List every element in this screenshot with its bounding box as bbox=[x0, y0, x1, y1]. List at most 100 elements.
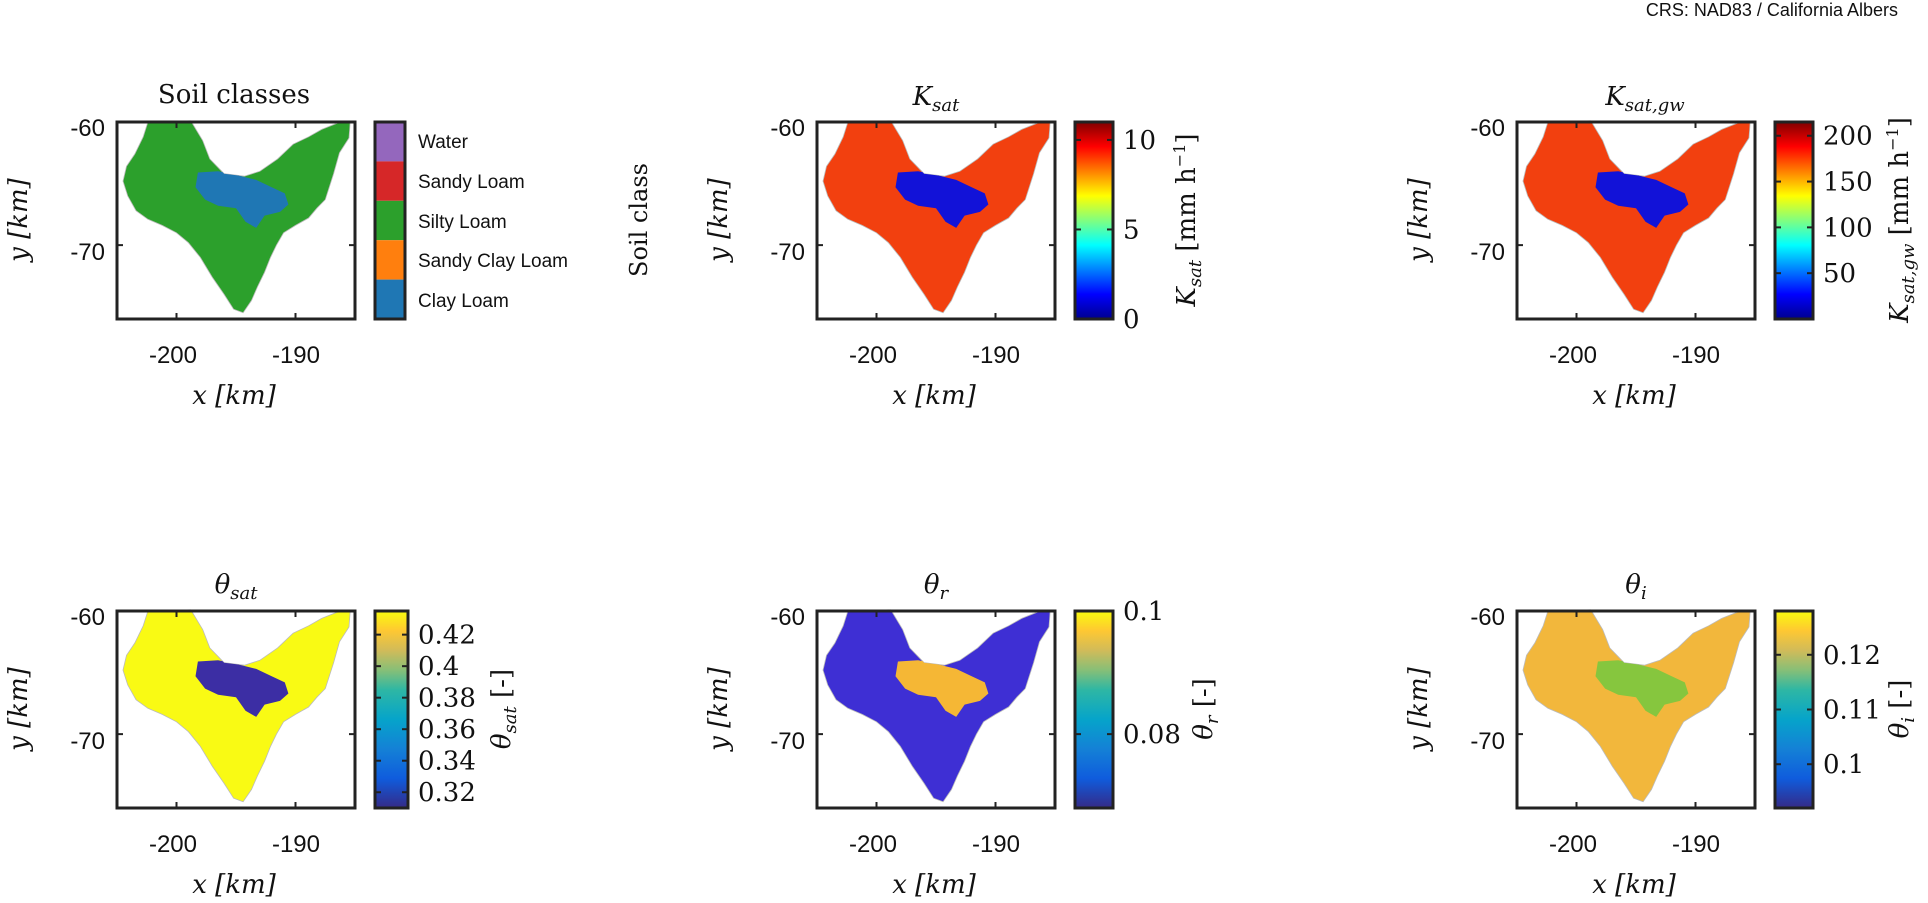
colorbar-label: Soil class bbox=[625, 163, 653, 277]
panel-ksat-gw: Ksat,gw -60 -70 -200 -190 x [km] y [km] … bbox=[1404, 82, 1919, 411]
xtick-label: -200 bbox=[1549, 342, 1597, 369]
catchment-fill bbox=[1522, 120, 1751, 314]
colorbar-swatch-sandy-clay-loam bbox=[375, 240, 405, 280]
axes-frame bbox=[815, 120, 1057, 321]
map-area bbox=[817, 120, 1055, 319]
colorbar-frame bbox=[373, 120, 407, 321]
ylabel: y [km] bbox=[1404, 177, 1434, 263]
ylabel: y [km] bbox=[704, 177, 734, 263]
colorbar-tick-label: 0.1 bbox=[1123, 597, 1164, 627]
central-patch bbox=[895, 660, 989, 717]
ylabel: y [km] bbox=[1404, 666, 1434, 752]
panel-title: θr bbox=[924, 570, 950, 604]
panel-ksat: Ksat -60 -70 -200 -190 x [km] y [km] 0 5 1… bbox=[704, 82, 1206, 411]
central-patch bbox=[195, 660, 289, 717]
ytick-label: -60 bbox=[1470, 604, 1505, 631]
colorbar-swatch-clay-loam bbox=[375, 279, 405, 319]
axes-frame bbox=[1515, 120, 1757, 321]
axes-frame bbox=[115, 609, 357, 810]
colorbar-tick-label: 0.11 bbox=[1823, 696, 1881, 726]
catchment-fill bbox=[822, 120, 1051, 314]
categorical-colorbar: Water Sandy Loam Silty Loam Sandy Clay L… bbox=[373, 120, 653, 321]
ytick-label: -70 bbox=[70, 239, 105, 266]
colorbar-frame bbox=[373, 609, 410, 810]
panel-title: θsat bbox=[215, 570, 259, 604]
ytick-label: -70 bbox=[1470, 239, 1505, 266]
xlabel: x [km] bbox=[1592, 870, 1676, 900]
colorbar-tick-label: 10 bbox=[1123, 126, 1156, 156]
colorbar-ticks: 50 100 150 200 bbox=[1775, 122, 1873, 289]
colorbar-tick-label: 0.12 bbox=[1823, 641, 1881, 671]
xlabel: x [km] bbox=[892, 381, 976, 411]
panel-soil-classes: Soil classes -60 -70 -200 -190 x [km] y … bbox=[4, 80, 653, 411]
colorbar-ticks: 0.320.340.360.380.40.42 bbox=[375, 621, 476, 808]
colorbar-label: θr [-] bbox=[1189, 678, 1223, 740]
xlabel: x [km] bbox=[192, 870, 276, 900]
colorbar-frame bbox=[1773, 120, 1815, 321]
panel-theta-r: θr -60 -70 -200 -190 x [km] y [km] 0.080… bbox=[704, 570, 1223, 900]
ylabel: y [km] bbox=[4, 177, 34, 263]
xtick-label: -190 bbox=[972, 342, 1020, 369]
colorbar-tick-label: 0.34 bbox=[418, 747, 476, 777]
catchment-fill bbox=[822, 609, 1051, 803]
panel-title: Soil classes bbox=[158, 80, 310, 110]
axes-frame bbox=[815, 609, 1057, 810]
colorbar-swatch-water bbox=[375, 122, 405, 162]
panel-title: Ksat bbox=[912, 82, 960, 116]
crs-label: CRS: NAD83 / California Albers bbox=[1645, 0, 1898, 20]
colorbar-label: θi [-] bbox=[1885, 680, 1919, 739]
continuous-colorbar: 0.1 0.11 0.12 θi [-] bbox=[1773, 609, 1919, 810]
colorbar-gradient bbox=[375, 611, 408, 808]
ytick-label: -60 bbox=[770, 604, 805, 631]
colorbar-tick-label: 0.36 bbox=[418, 715, 476, 745]
map-area bbox=[1517, 120, 1755, 319]
colorbar-tick-label: 100 bbox=[1823, 213, 1873, 243]
catchment-fill bbox=[1522, 609, 1751, 803]
xtick-label: -190 bbox=[972, 831, 1020, 858]
xtick-label: -200 bbox=[149, 342, 197, 369]
xlabel: x [km] bbox=[192, 381, 276, 411]
colorbar-tick-label: 50 bbox=[1823, 259, 1856, 289]
colorbar-swatch-sandy-loam bbox=[375, 161, 405, 201]
xtick-label: -190 bbox=[1672, 342, 1720, 369]
colorbar-tick-label: 5 bbox=[1123, 215, 1140, 245]
continuous-colorbar: 0.320.340.360.380.40.42 θsat [-] bbox=[373, 609, 521, 810]
colorbar-gradient bbox=[1075, 122, 1113, 319]
xtick-label: -200 bbox=[849, 342, 897, 369]
colorbar-tick-label: 0.1 bbox=[1823, 750, 1864, 780]
colorbar-ticks: 0.1 0.11 0.12 bbox=[1775, 641, 1881, 780]
map-area bbox=[117, 609, 355, 808]
colorbar-tick-label: 0.32 bbox=[418, 778, 476, 808]
colorbar-tick-label: 0.4 bbox=[418, 652, 459, 682]
colorbar-label: Ksat [mm h−1] bbox=[1170, 133, 1206, 307]
colorbar-category-label: Silty Loam bbox=[418, 212, 507, 233]
colorbar-tick-label: 0.08 bbox=[1123, 720, 1181, 750]
colorbar-label: θsat [-] bbox=[487, 669, 521, 749]
colorbar-tick-label: 0.42 bbox=[418, 621, 476, 651]
ylabel: y [km] bbox=[4, 666, 34, 752]
continuous-colorbar: 50 100 150 200 Ksat,gw [mm h−1] bbox=[1773, 117, 1919, 324]
panel-theta-sat: θsat -60 -70 -200 -190 x [km] y [km] 0.3… bbox=[4, 570, 521, 900]
map-area bbox=[1517, 609, 1755, 808]
catchment-fill bbox=[122, 120, 351, 314]
colorbar-label: Ksat,gw [mm h−1] bbox=[1883, 117, 1919, 324]
colorbar-category-label: Sandy Clay Loam bbox=[418, 251, 568, 272]
colorbar-category-label: Water bbox=[418, 132, 469, 153]
colorbar-tick-label: 150 bbox=[1823, 168, 1873, 198]
xtick-label: -190 bbox=[1672, 831, 1720, 858]
colorbar-frame bbox=[1073, 120, 1115, 321]
central-patch bbox=[1595, 660, 1689, 717]
map-area bbox=[817, 609, 1055, 808]
ytick-label: -70 bbox=[1470, 728, 1505, 755]
colorbar-ticks: 0 5 10 bbox=[1075, 126, 1156, 335]
catchment-fill bbox=[122, 609, 351, 803]
central-patch bbox=[895, 171, 989, 228]
colorbar-tick-label: 200 bbox=[1823, 122, 1873, 152]
xtick-label: -200 bbox=[849, 831, 897, 858]
central-patch bbox=[195, 171, 289, 228]
ytick-label: -60 bbox=[70, 115, 105, 142]
axes-frame bbox=[1515, 609, 1757, 810]
ytick-label: -70 bbox=[70, 728, 105, 755]
xtick-label: -190 bbox=[272, 342, 320, 369]
